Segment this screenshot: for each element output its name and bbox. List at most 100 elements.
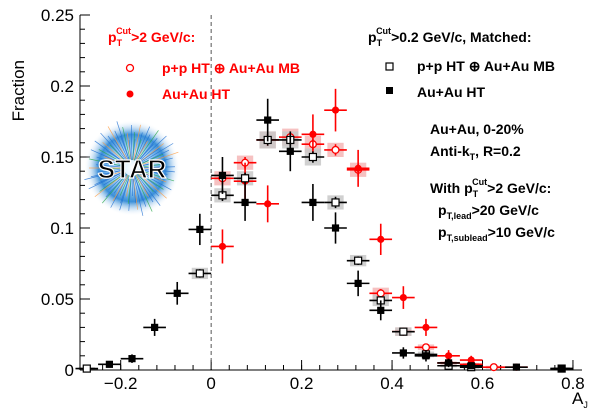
logo-ray bbox=[94, 140, 126, 164]
legend-black-filled-marker bbox=[386, 87, 393, 94]
logo-ray bbox=[98, 149, 126, 165]
logo-ray bbox=[126, 175, 131, 197]
legend-red: pTCut>2 GeV/c: p+p HT ⊕ Au+Au MB Au+Au H… bbox=[108, 26, 300, 102]
logo-ray bbox=[107, 135, 128, 162]
y-tick-label: 0.2 bbox=[50, 77, 74, 96]
y-tick-label: 0.1 bbox=[50, 219, 74, 238]
data-point-open-circle bbox=[331, 145, 340, 154]
logo-ray bbox=[96, 164, 125, 168]
data-point-filled-square bbox=[512, 363, 521, 371]
data-point-filled-square bbox=[105, 360, 113, 368]
data-point-filled-circle bbox=[218, 242, 227, 251]
data-point-filled-circle bbox=[354, 164, 362, 172]
data-point-filled-square bbox=[241, 198, 249, 207]
logo-ray bbox=[132, 175, 137, 203]
logo-ray bbox=[116, 121, 130, 161]
x-tick-label: 0.6 bbox=[471, 374, 495, 393]
logo-ray bbox=[139, 149, 170, 165]
logo-ray bbox=[110, 174, 129, 208]
data-point-filled-circle bbox=[331, 106, 340, 114]
logo-ray bbox=[139, 170, 167, 183]
logo-ray bbox=[139, 157, 173, 167]
logo-ray bbox=[137, 173, 154, 193]
logo-ray bbox=[137, 143, 154, 163]
logo-ray bbox=[132, 175, 138, 210]
logo-ray bbox=[112, 174, 129, 202]
logo-ray bbox=[135, 174, 154, 203]
data-point-filled-circle bbox=[422, 323, 430, 331]
logo-ray bbox=[94, 170, 125, 185]
legend-red-header: pTCut>2 GeV/c: bbox=[108, 26, 195, 48]
data-point-open-square bbox=[195, 269, 204, 278]
data-point-filled-circle bbox=[309, 130, 317, 138]
annotation-algorithm: Anti-kT, R=0.2 bbox=[430, 143, 521, 162]
logo-ray bbox=[132, 132, 136, 161]
logo-ray bbox=[133, 124, 141, 161]
logo-ray bbox=[90, 169, 125, 178]
y-tick-label: 0.25 bbox=[41, 6, 74, 25]
legend-black: pTCut>0.2 GeV/c, Matched: p+p HT ⊕ Au+Au… bbox=[368, 26, 555, 100]
logo-ray bbox=[113, 174, 128, 194]
logo-ray bbox=[107, 126, 129, 162]
data-point-open-square bbox=[331, 198, 340, 207]
y-axis-title: Fraction bbox=[9, 60, 28, 121]
logo-ray bbox=[139, 166, 175, 169]
data-point-filled-square bbox=[218, 171, 227, 180]
logo-ray bbox=[138, 172, 158, 187]
logo-ray bbox=[120, 175, 130, 204]
logo-ray bbox=[137, 173, 167, 199]
logo-ray bbox=[122, 126, 131, 161]
logo-ray bbox=[138, 171, 172, 191]
data-point-filled-square bbox=[128, 355, 136, 363]
data-point-open-square bbox=[82, 364, 91, 373]
data-point-filled-square bbox=[309, 198, 317, 207]
logo-ray bbox=[100, 132, 127, 163]
data-point-filled-square bbox=[196, 225, 204, 234]
data-point-open-circle bbox=[421, 343, 431, 352]
logo-ray bbox=[105, 173, 127, 198]
data-point-filled-square bbox=[286, 147, 294, 155]
x-tick-label: 0.8 bbox=[561, 374, 585, 393]
annotation-cut: With pTCut>2 GeV/c: bbox=[430, 177, 551, 199]
axes: 0 0.05 0.1 0.15 0.2 0.25 −0.2 0 0.2 0.4 0.6 0.8 bbox=[41, 6, 585, 393]
logo-ray bbox=[136, 174, 161, 206]
data-point-filled-circle bbox=[264, 200, 272, 208]
logo-ray bbox=[137, 173, 160, 197]
logo-ray bbox=[139, 160, 167, 167]
logo-ray bbox=[139, 169, 168, 175]
logo-ray bbox=[94, 172, 126, 198]
logo-ray bbox=[139, 170, 175, 182]
logo-rays bbox=[84, 121, 179, 216]
annotations: Au+Au, 0-20% Anti-kT, R=0.2 With pTCut>2… bbox=[430, 121, 555, 243]
logo-ray bbox=[134, 126, 151, 161]
data-points bbox=[75, 88, 573, 373]
logo-ray bbox=[88, 158, 125, 167]
annotation-system: Au+Au, 0-20% bbox=[430, 121, 524, 137]
logo-ray bbox=[99, 172, 126, 192]
logo-ray bbox=[139, 170, 160, 181]
logo-ray bbox=[139, 151, 179, 166]
logo-ray bbox=[138, 148, 159, 164]
data-point-filled-square bbox=[467, 362, 475, 370]
logo-ray bbox=[102, 142, 127, 163]
data-point-filled-square bbox=[354, 279, 362, 287]
logo-ray bbox=[134, 175, 143, 201]
logo-ray bbox=[132, 139, 136, 161]
logo-ray bbox=[139, 164, 160, 168]
data-point-filled-square bbox=[173, 289, 181, 297]
data-point-filled-square bbox=[399, 349, 407, 357]
legend-black-item-2: Au+Au HT bbox=[417, 84, 486, 100]
logo-ray bbox=[90, 149, 125, 166]
logo-ray bbox=[138, 143, 174, 165]
logo-ray bbox=[134, 139, 142, 161]
logo-ray bbox=[136, 138, 158, 163]
logo-ray bbox=[88, 171, 125, 190]
y-tick-label: 0.05 bbox=[41, 290, 74, 309]
logo-ray bbox=[135, 134, 151, 162]
logo-ray bbox=[119, 175, 131, 211]
data-point-open-circle bbox=[489, 363, 498, 372]
logo-ray bbox=[119, 175, 130, 196]
logo-ray bbox=[135, 174, 149, 197]
logo-ray bbox=[114, 130, 129, 161]
annotation-sublead: pT,sublead>10 GeV/c bbox=[438, 224, 555, 243]
